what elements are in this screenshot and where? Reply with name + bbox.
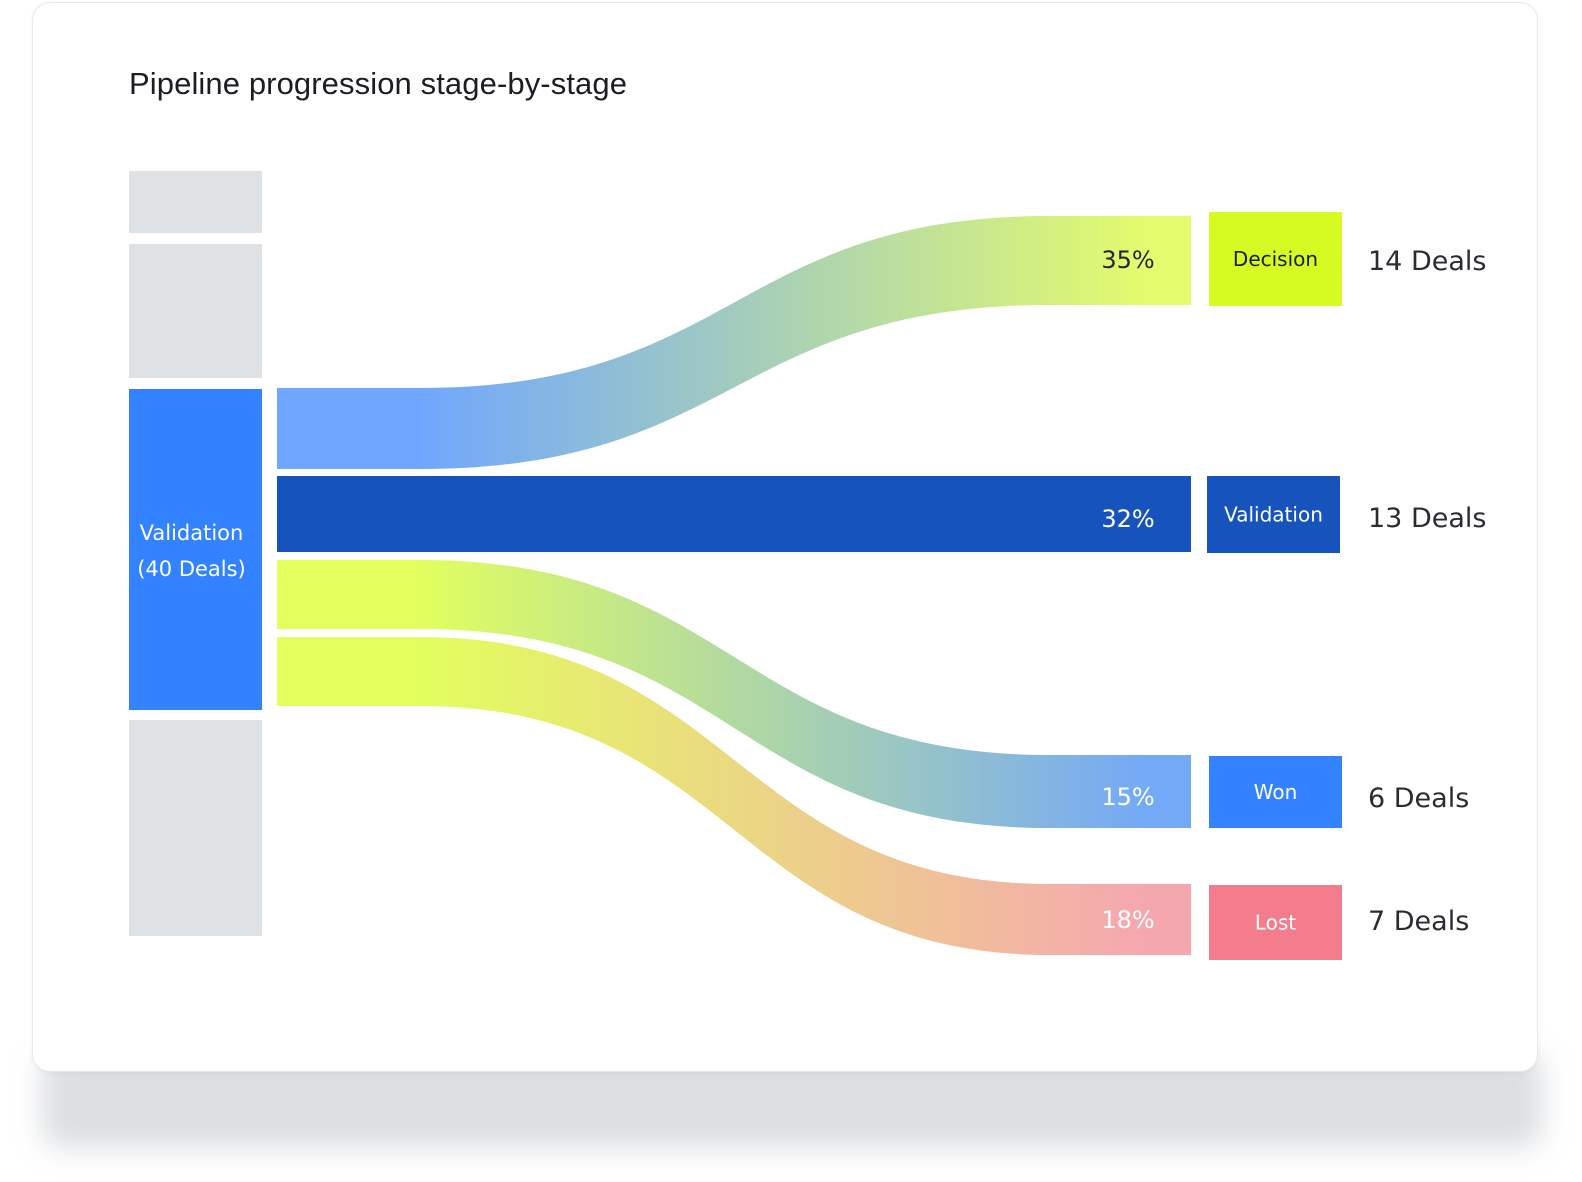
target-label-validation: Validation [1224,503,1323,527]
target-node-won [1209,756,1342,828]
deal-count-decision: 14 Deals [1368,246,1486,277]
flow-pct-decision: 35% [1101,246,1154,274]
flow-pct-won: 15% [1101,783,1154,811]
placeholder-stage-2 [129,244,262,378]
target-label-lost: Lost [1255,911,1296,935]
deal-count-validation: 13 Deals [1368,503,1486,534]
source-node-count: (40 Deals) [137,557,246,581]
placeholder-stage-3 [129,720,262,936]
target-node-lost [1209,885,1342,960]
flow-band-decision [277,216,1191,469]
target-node-validation [1207,476,1340,553]
flow-pct-lost: 18% [1101,906,1154,934]
target-label-decision: Decision [1233,247,1318,271]
source-node-label: Validation [140,521,244,545]
deal-count-lost: 7 Deals [1368,906,1469,937]
flow-band-won [277,560,1191,828]
flow-band-lost [277,637,1191,955]
flow-band-validation [277,476,1191,552]
target-node-decision [1209,212,1342,306]
source-node-validation [129,389,262,710]
placeholder-stage-1 [129,171,262,233]
flow-pct-validation: 32% [1101,505,1154,533]
target-label-won: Won [1254,780,1298,804]
deal-count-won: 6 Deals [1368,783,1469,814]
chart-title: Pipeline progression stage-by-stage [129,66,628,101]
